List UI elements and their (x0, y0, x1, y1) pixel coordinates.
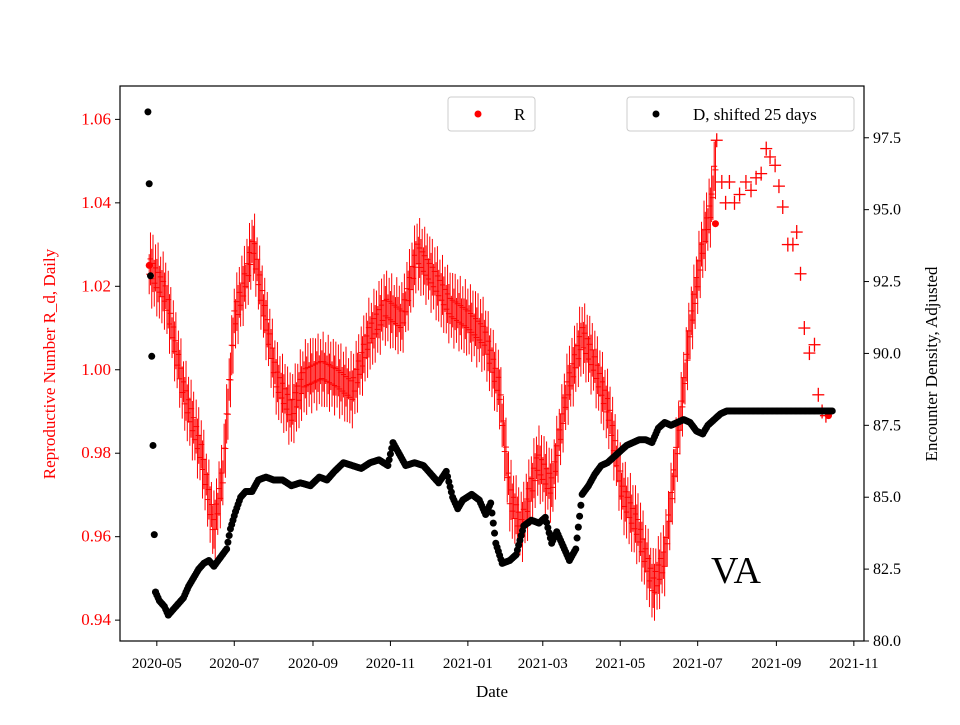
d-point (223, 545, 231, 553)
d-point (225, 532, 233, 540)
left-y-tick-label: 0.96 (81, 527, 111, 546)
right-y-tick-label: 97.5 (873, 130, 901, 147)
d-point (576, 512, 584, 520)
x-tick-label: 2021-05 (595, 656, 645, 672)
d-point (386, 450, 394, 458)
d-point (488, 509, 496, 517)
d-point (573, 534, 581, 542)
d-point (487, 499, 495, 507)
d-point (491, 529, 499, 537)
x-tick-label: 2021-03 (518, 656, 568, 672)
right-y-tick-label: 92.5 (873, 274, 901, 291)
r-series-group (145, 133, 832, 621)
d-point (385, 456, 393, 464)
x-tick-label: 2021-01 (443, 656, 493, 672)
right-y-tick-label: 87.5 (873, 417, 901, 434)
d-point (828, 407, 836, 415)
d-point (574, 523, 582, 531)
right-y-tick-label: 95.0 (873, 202, 901, 219)
d-point (149, 441, 157, 449)
d-point (150, 531, 158, 539)
legend-r: R (447, 96, 536, 132)
left-y-tick-label: 1.02 (81, 276, 111, 295)
x-tick-label: 2020-05 (132, 656, 182, 672)
left-y-axis-ticks: 0.94 0.96 0.98 1.00 1.02 1.04 1.06 (81, 109, 120, 629)
left-y-axis-label: Reproductive Number R_d, Daily (40, 248, 59, 479)
d-point (145, 180, 153, 188)
legend-d-frame (626, 96, 855, 132)
legend-r-marker (474, 110, 482, 118)
d-point (224, 538, 232, 546)
left-y-tick-label: 1.00 (81, 360, 111, 379)
x-tick-label: 2021-07 (673, 656, 723, 672)
right-y-tick-label: 80.0 (873, 633, 901, 650)
legend-d: D, shifted 25 days (626, 96, 855, 132)
d-point (146, 272, 154, 280)
legend-d-label: D, shifted 25 days (693, 105, 817, 124)
d-point (384, 462, 392, 470)
right-y-tick-label: 82.5 (873, 561, 901, 578)
r-point (711, 220, 719, 228)
d-point (148, 352, 156, 360)
left-y-tick-label: 1.06 (81, 109, 111, 128)
right-y-axis-ticks: 80.0 82.5 85.0 87.5 90.0 92.5 95.0 97.5 (864, 130, 901, 650)
left-y-tick-label: 0.94 (81, 610, 111, 629)
right-y-tick-label: 90.0 (873, 345, 901, 362)
r-point (145, 261, 153, 269)
right-y-axis-label: Encounter Density, Adjusted (922, 266, 941, 461)
left-y-tick-label: 0.98 (81, 443, 111, 462)
left-y-tick-label: 1.04 (81, 193, 111, 212)
d-point (572, 545, 580, 553)
plot-frame (119, 85, 865, 642)
x-tick-label: 2021-11 (829, 656, 878, 672)
d-point (144, 108, 152, 116)
x-tick-label: 2020-07 (209, 656, 259, 672)
x-tick-label: 2020-11 (366, 656, 415, 672)
legend-r-label: R (514, 105, 526, 124)
d-series-group (144, 108, 836, 619)
legend-r-frame (447, 96, 536, 132)
x-tick-label: 2021-09 (751, 656, 801, 672)
d-point (489, 519, 497, 527)
x-axis-label: Date (476, 682, 508, 701)
d-point (577, 501, 585, 509)
right-y-tick-label: 85.0 (873, 489, 901, 506)
x-axis-ticks: 2020-05 2020-07 2020-09 2020-11 2021-01 2021-… (132, 641, 879, 672)
state-annotation: VA (711, 550, 762, 592)
x-tick-label: 2020-09 (288, 656, 338, 672)
legend-d-marker (652, 110, 660, 118)
